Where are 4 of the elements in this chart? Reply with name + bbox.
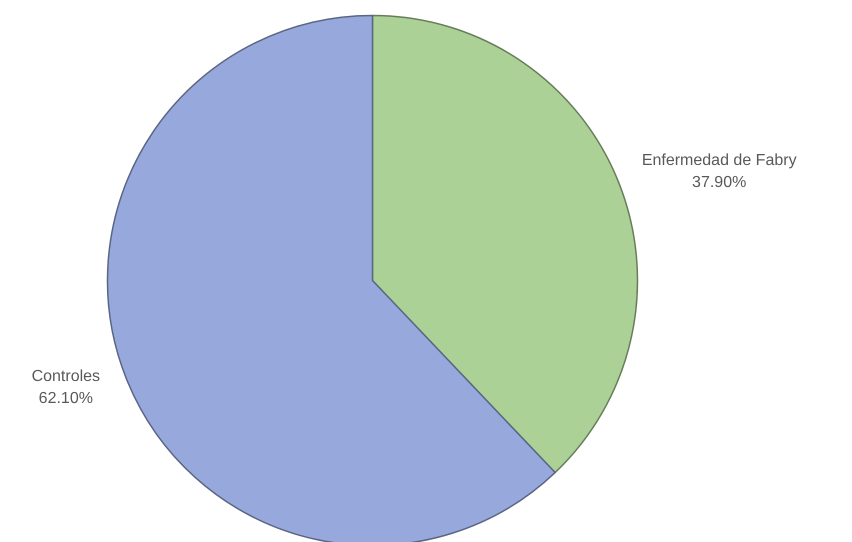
slice-label: Controles [32, 368, 100, 386]
data-label: 37.90% [692, 174, 746, 191]
slice-label: Enfermedad de Fabry [642, 152, 797, 169]
data-label: 62.10% [38, 390, 93, 408]
